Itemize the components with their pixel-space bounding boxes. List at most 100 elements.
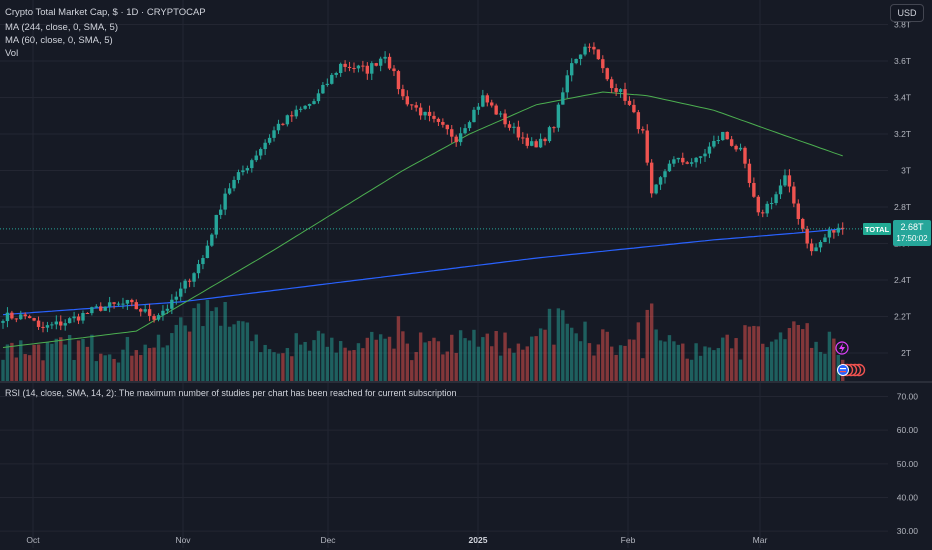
candle (125, 299, 130, 310)
candle (241, 165, 245, 176)
volume-bar (436, 341, 441, 381)
volume-bar (472, 329, 476, 381)
x-axis-tick-label: Feb (621, 535, 636, 545)
candle-body (179, 288, 183, 297)
volume-bar (649, 303, 654, 381)
candle-body (574, 58, 578, 64)
volume-bar (223, 301, 227, 381)
candle (192, 272, 196, 288)
volume-bar (139, 355, 143, 381)
candle-body (401, 89, 405, 97)
volume-bar (63, 344, 67, 381)
volume-bar (805, 323, 809, 381)
currency-button[interactable]: USD (890, 4, 924, 22)
y-axis-tick-label: 3.6T (894, 56, 911, 66)
candle (578, 54, 583, 66)
candle-body (227, 188, 232, 194)
candle-body (50, 324, 54, 326)
volume-bar (534, 336, 538, 381)
candle-body (210, 234, 214, 246)
candle (276, 119, 281, 134)
rsi-axis-tick-label: 70.00 (897, 391, 919, 401)
volume-bar (792, 321, 796, 381)
candle-body (263, 142, 267, 150)
candle-body (27, 316, 32, 319)
candle (179, 282, 183, 302)
volume-bar (156, 334, 161, 381)
candle-body (543, 138, 547, 142)
y-axis-tick-label: 2.4T (894, 275, 911, 285)
candle-body (783, 175, 787, 186)
candle-body (41, 326, 45, 328)
candle (210, 233, 214, 247)
candle-body (85, 312, 90, 314)
volume-bar (818, 351, 823, 381)
volume-bar (676, 344, 681, 381)
volume-bar (485, 333, 489, 381)
candle (703, 149, 707, 162)
candle-body (663, 171, 667, 178)
candle (290, 111, 294, 122)
volume-bar (54, 338, 59, 381)
candle (814, 243, 818, 252)
candle (716, 135, 721, 144)
candle-body (219, 209, 223, 215)
candle (187, 278, 192, 288)
candle (330, 72, 334, 85)
candle (90, 306, 94, 316)
candle (574, 58, 578, 65)
candle-body (703, 153, 707, 157)
candle (627, 96, 632, 106)
candle (747, 158, 752, 188)
candle (383, 51, 387, 64)
volume-bar (112, 358, 116, 381)
volume-bar (103, 355, 107, 381)
volume-bar (174, 324, 178, 381)
flag-stripe (840, 368, 846, 370)
volume-bar (809, 347, 814, 381)
volume-bar (698, 355, 703, 381)
x-axis-tick-label: Nov (175, 535, 191, 545)
candle (347, 61, 352, 72)
volume-bar (778, 332, 783, 381)
candle (623, 82, 627, 105)
candle-body (307, 103, 312, 106)
candle (667, 160, 672, 173)
candle-body (796, 203, 800, 219)
candle-body (387, 56, 392, 69)
candle-body (756, 196, 761, 213)
volume-bar (601, 329, 605, 381)
volume-bar (823, 353, 827, 381)
candle-body (583, 46, 587, 55)
candle (561, 87, 565, 105)
candle-body (59, 321, 63, 326)
volume-bar (734, 338, 738, 381)
candle (503, 109, 507, 128)
candle (67, 317, 72, 324)
candle (165, 304, 170, 314)
candle-body (236, 172, 241, 180)
candle-body (294, 109, 298, 117)
legend-ma60[interactable]: MA (60, close, 0, SMA, 5) (5, 35, 113, 46)
candle (694, 157, 698, 168)
legend-volume[interactable]: Vol (5, 48, 19, 59)
candle-body (312, 101, 316, 104)
event-markers-icon[interactable] (835, 341, 866, 377)
volume-bar (561, 310, 565, 381)
candle (618, 88, 623, 98)
candle-body (525, 137, 529, 146)
candle-body (156, 315, 161, 320)
volume-bar (396, 316, 401, 381)
candle-body (490, 102, 494, 106)
volume-bar (10, 342, 14, 381)
candle (565, 70, 569, 99)
candle (818, 240, 823, 253)
candle-body (721, 131, 725, 141)
legend-ma244[interactable]: MA (244, close, 0, SMA, 5) (5, 22, 118, 33)
volume-bar (783, 339, 787, 381)
candle (516, 120, 521, 141)
candle-body (503, 113, 507, 125)
candle (543, 137, 547, 146)
